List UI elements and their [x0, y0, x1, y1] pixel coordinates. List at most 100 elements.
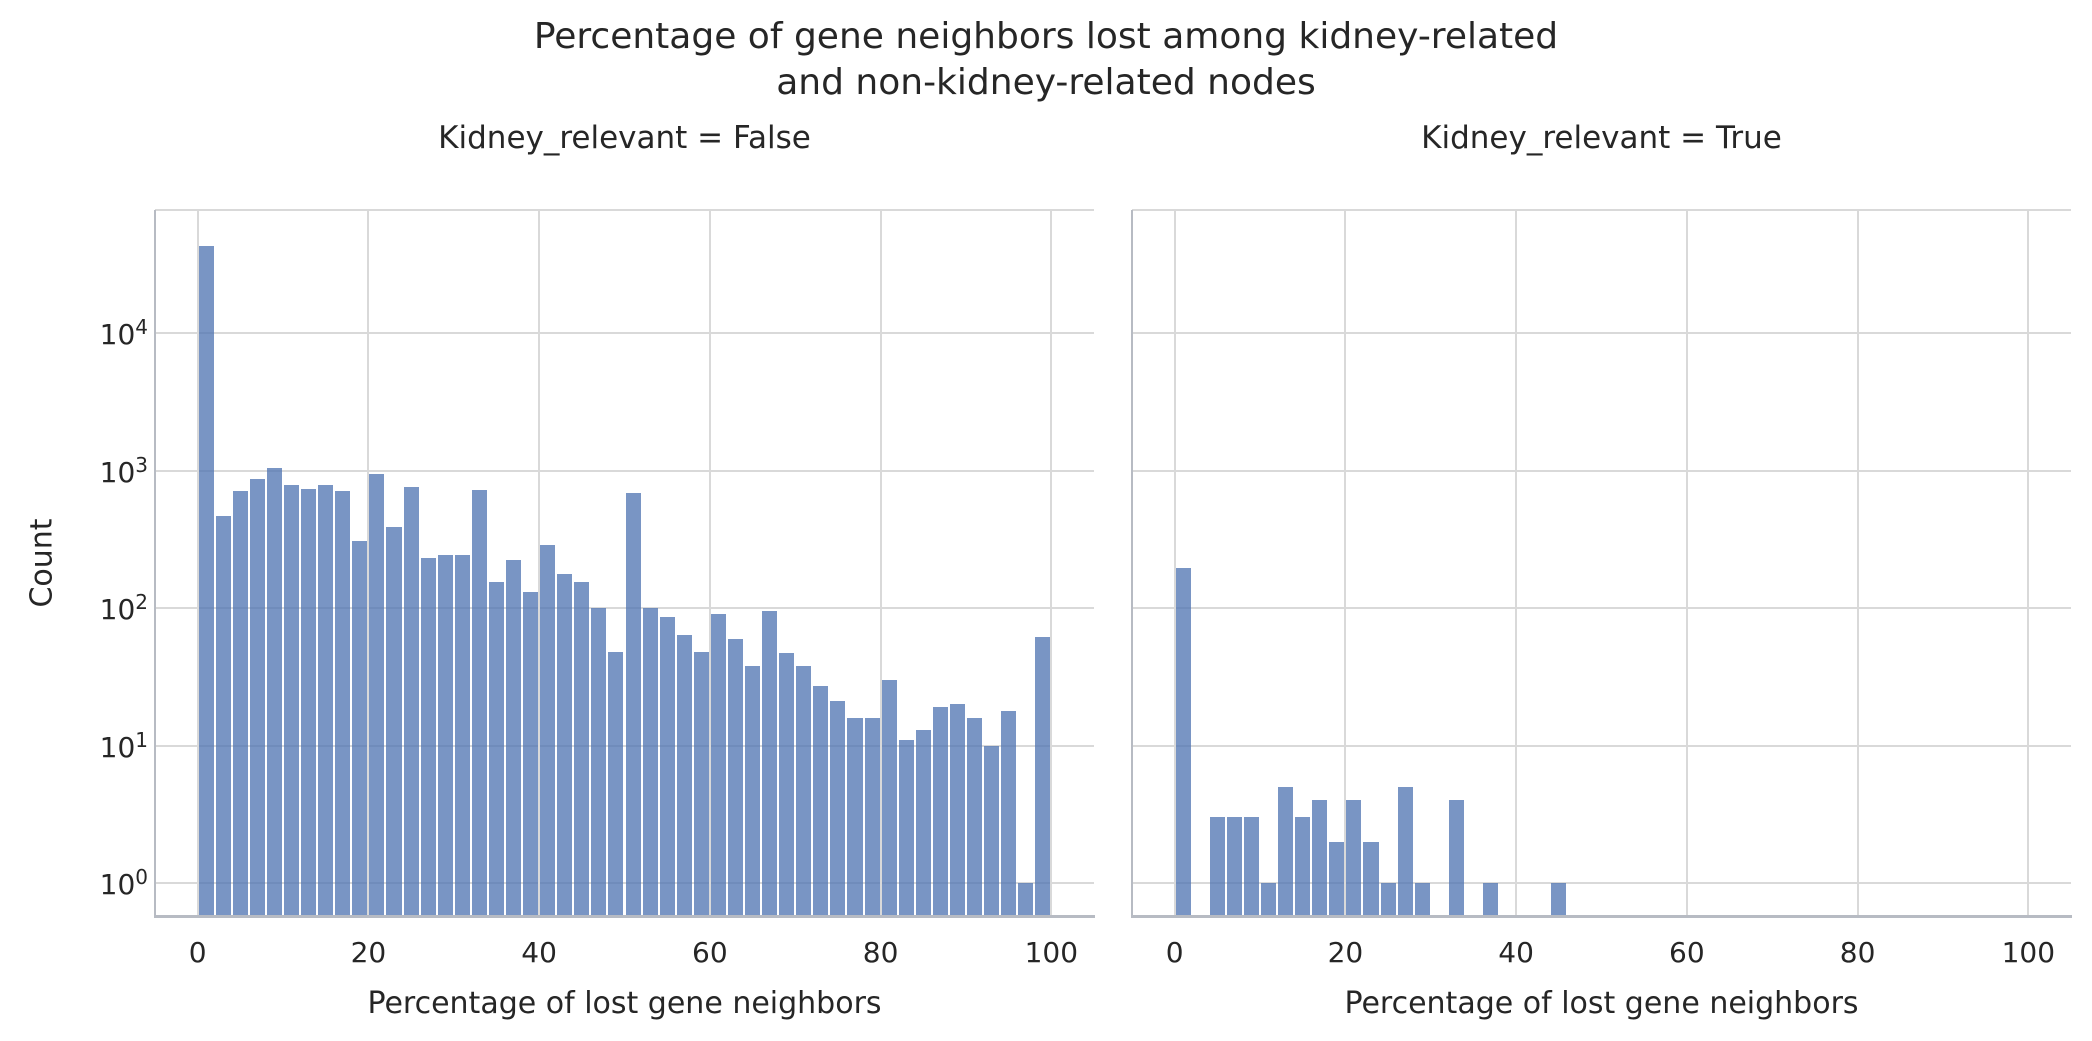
histogram-bar [232, 491, 248, 915]
histogram-bar [1001, 710, 1017, 915]
y-tick-label: 104 [99, 315, 148, 352]
histogram-bar [318, 484, 334, 915]
gridline-horizontal [1132, 469, 2071, 472]
x-tick-label: 0 [188, 936, 207, 969]
gridline-vertical [1515, 210, 1518, 915]
histogram-bar [1397, 786, 1413, 915]
histogram-bar [488, 582, 504, 915]
histogram-bar [745, 665, 761, 915]
histogram-bar [403, 487, 419, 915]
x-tick-label: 20 [350, 936, 387, 969]
gridline-horizontal [1132, 744, 2071, 747]
gridline-horizontal [1132, 882, 2071, 884]
y-axis-spine [154, 210, 156, 917]
histogram-bar [642, 608, 658, 915]
histogram-bar [471, 489, 487, 915]
histogram-bar [1448, 800, 1464, 915]
gridline-horizontal [1132, 332, 2071, 335]
histogram-bar [984, 745, 1000, 915]
gridline-vertical [1050, 210, 1053, 915]
histogram-bar [215, 515, 231, 915]
histogram-bar [1380, 883, 1396, 915]
x-tick-label: 80 [862, 936, 899, 969]
subplot-title-false: Kidney_relevant = False [438, 120, 811, 156]
histogram-bar [335, 491, 351, 915]
histogram-bar [1278, 786, 1294, 915]
histogram-bar [352, 540, 368, 915]
gridline-vertical [1685, 210, 1688, 915]
gridline-vertical [1173, 210, 1176, 915]
gridline-vertical [708, 210, 711, 915]
x-tick-label: 0 [1165, 936, 1184, 969]
histogram-bar [1209, 817, 1225, 915]
x-tick-label: 60 [692, 936, 728, 969]
histogram-bar [1035, 636, 1051, 915]
gridline-vertical [2027, 210, 2030, 915]
x-tick-label: 40 [1498, 936, 1534, 969]
gridline-vertical [1856, 210, 1859, 915]
histogram-bar [864, 717, 880, 915]
histogram-bar [266, 467, 283, 915]
y-tick-label: 102 [99, 590, 148, 627]
histogram-bar [1482, 883, 1499, 915]
x-tick-label: 40 [521, 936, 557, 969]
histogram-bar [1018, 883, 1034, 915]
x-axis-spine [1131, 915, 2072, 918]
histogram-bar [1175, 567, 1191, 915]
histogram-bar [881, 680, 897, 915]
histogram-bar [454, 554, 470, 915]
histogram-bar [915, 729, 931, 915]
histogram-bar [369, 473, 385, 915]
histogram-bar [779, 653, 795, 915]
histogram-bar [1329, 841, 1345, 915]
histogram-bar [249, 479, 265, 915]
histogram-bar [301, 488, 317, 915]
gridline-horizontal [155, 882, 1094, 884]
histogram-bar [420, 558, 436, 915]
histogram-bar [1243, 817, 1260, 915]
axes-top-spine [155, 209, 1094, 211]
gridline-horizontal [155, 469, 1094, 472]
histogram-bar [727, 638, 743, 915]
x-axis-spine [154, 915, 1095, 918]
histogram-bar [198, 246, 214, 915]
histogram-bar [1346, 800, 1362, 915]
histogram-bar [505, 559, 522, 915]
histogram-bar [1551, 883, 1567, 915]
subplot-title-true: Kidney_relevant = True [1421, 120, 1782, 156]
histogram-bar [830, 701, 846, 915]
histogram-bar [932, 707, 948, 915]
x-tick-label: 80 [1839, 936, 1876, 969]
histogram-bar [1312, 800, 1328, 915]
histogram-bar [796, 665, 812, 915]
gridline-vertical [196, 210, 199, 915]
histogram-bar [710, 614, 726, 915]
histogram-bar [813, 686, 829, 915]
histogram-bar [676, 634, 692, 915]
x-tick-label: 100 [1024, 936, 1079, 969]
axes-top-spine [1132, 209, 2071, 211]
histogram-bar [659, 617, 675, 915]
figure-title: Percentage of gene neighbors lost among … [533, 16, 1559, 104]
histogram-bar [386, 526, 402, 915]
y-tick-label: 103 [99, 452, 148, 489]
histogram-bar [540, 544, 556, 915]
y-tick-label: 100 [99, 864, 148, 902]
histogram-bar [1261, 883, 1277, 915]
histogram-bar [847, 717, 863, 915]
histogram-bar [949, 704, 965, 915]
y-tick-label: 101 [99, 727, 148, 764]
histogram-bar [1414, 883, 1430, 915]
x-tick-label: 100 [2001, 936, 2056, 969]
histogram-bar [591, 608, 607, 915]
gridline-horizontal [1132, 607, 2071, 610]
histogram-bar [762, 611, 778, 915]
histogram-bar [608, 651, 624, 915]
histogram-bar [1295, 817, 1311, 915]
histogram-bar [693, 651, 709, 915]
gridline-horizontal [155, 744, 1094, 747]
histogram-bar [574, 582, 590, 915]
histogram-bar [1226, 817, 1242, 915]
x-tick-label: 60 [1669, 936, 1705, 969]
